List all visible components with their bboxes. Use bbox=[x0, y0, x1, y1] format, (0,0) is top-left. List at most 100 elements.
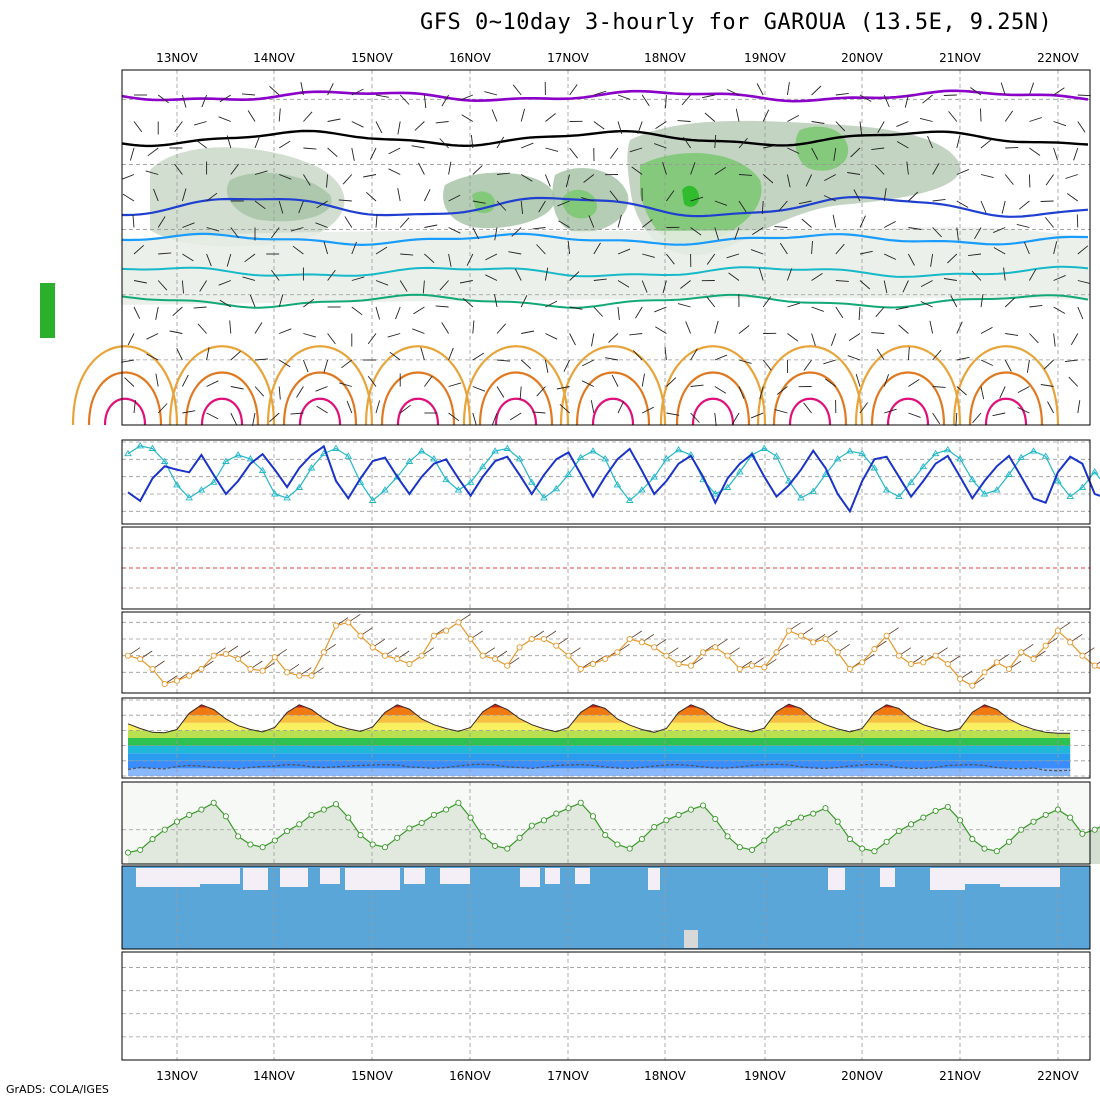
rh2m-point bbox=[161, 826, 168, 833]
wind-speed-point bbox=[797, 632, 805, 639]
wind-barb bbox=[351, 88, 364, 96]
wind-barb bbox=[157, 280, 168, 291]
panel-frame bbox=[121, 951, 1091, 1061]
rh2m-point bbox=[1079, 830, 1086, 837]
boundary-layer-contour bbox=[71, 345, 179, 426]
wind-speed-point bbox=[736, 665, 743, 673]
wind-barb bbox=[731, 412, 740, 425]
wind-barb bbox=[956, 356, 970, 361]
wind-barb bbox=[219, 94, 232, 103]
rh2m-point bbox=[137, 846, 144, 853]
wind-barb bbox=[127, 333, 135, 346]
wind-barb bbox=[569, 271, 580, 281]
boundary-layer-contour bbox=[380, 371, 456, 426]
thickness-point bbox=[797, 494, 805, 501]
wind-barb bbox=[133, 121, 143, 133]
wind-barb bbox=[448, 194, 461, 202]
wind-barb bbox=[950, 295, 958, 308]
wind-barb bbox=[448, 253, 452, 267]
wind-barb bbox=[157, 403, 168, 414]
wind-speed-point bbox=[944, 660, 951, 668]
cloud-clear-patch bbox=[200, 868, 240, 884]
thickness-point bbox=[148, 444, 157, 451]
temp-color-band bbox=[128, 715, 1071, 723]
wind-barb bbox=[344, 216, 353, 228]
wind-barb bbox=[146, 353, 159, 361]
wind-barb bbox=[124, 377, 135, 387]
wind-barb bbox=[369, 147, 377, 160]
wind-barb bbox=[269, 412, 280, 423]
wind-barb bbox=[593, 90, 607, 96]
boundary-layer-contour bbox=[282, 371, 358, 426]
thickness-point bbox=[1066, 492, 1074, 500]
boundary-layer-contour bbox=[184, 371, 260, 426]
thickness-point bbox=[185, 494, 193, 501]
wind-barb bbox=[435, 121, 449, 124]
rh-shading-area bbox=[562, 189, 598, 219]
thickness-point bbox=[956, 455, 964, 462]
thickness-point bbox=[895, 492, 903, 500]
wind-barb bbox=[859, 94, 872, 102]
boundary-layer-contour bbox=[462, 345, 570, 426]
wind-barb bbox=[387, 333, 401, 338]
wind-barb bbox=[629, 333, 643, 336]
wind-speed-point bbox=[137, 655, 144, 663]
wind-barb bbox=[593, 242, 601, 255]
wind-barb bbox=[556, 386, 570, 390]
thickness-point bbox=[417, 447, 426, 454]
wind-barb bbox=[249, 294, 256, 308]
wind-barb bbox=[278, 140, 291, 149]
wind-barb bbox=[1066, 193, 1079, 202]
wind-barb bbox=[206, 380, 219, 387]
run-total-box bbox=[978, 953, 1088, 969]
wind-speed-point bbox=[271, 654, 278, 661]
wind-barb bbox=[491, 109, 498, 122]
wind-barb bbox=[871, 147, 885, 151]
thickness-point bbox=[258, 466, 267, 474]
wind-barb bbox=[484, 91, 498, 96]
wind-barb bbox=[786, 174, 791, 188]
rh2m-point bbox=[687, 806, 694, 813]
temp-color-band bbox=[128, 768, 1071, 776]
wind-barb bbox=[1026, 359, 1030, 373]
thickness-point bbox=[882, 486, 891, 493]
wind-barb bbox=[727, 89, 740, 96]
wind-barb bbox=[907, 346, 910, 361]
boundary-layer-contour bbox=[675, 371, 751, 426]
wind-speed-point bbox=[1005, 665, 1013, 673]
rh2m-point bbox=[222, 813, 229, 820]
wind-barb bbox=[631, 166, 643, 175]
wind-speed-point bbox=[553, 642, 560, 649]
wind-barb bbox=[1000, 82, 1006, 96]
thickness-point bbox=[809, 487, 817, 494]
wind-barb bbox=[230, 227, 239, 239]
thickness-point bbox=[515, 455, 524, 462]
temp-color-band bbox=[128, 730, 1071, 738]
wind-speed-point bbox=[846, 665, 853, 673]
wind-speed-point bbox=[687, 662, 694, 669]
wind-barb bbox=[970, 87, 982, 96]
wind-barb bbox=[929, 320, 934, 334]
wind-barb bbox=[271, 227, 280, 239]
wind-speed-point bbox=[981, 669, 988, 676]
rh2m-point bbox=[516, 834, 523, 841]
wind-barb bbox=[327, 269, 336, 281]
wind-barb bbox=[847, 355, 861, 361]
wind-barb bbox=[1019, 200, 1030, 210]
wind-barb bbox=[714, 167, 726, 175]
wind-barb bbox=[316, 200, 328, 209]
wind-speed-point bbox=[589, 660, 597, 668]
wind-barb bbox=[908, 379, 920, 387]
wind-barb bbox=[738, 325, 750, 334]
rh2m-point bbox=[210, 799, 217, 806]
wind-barb bbox=[181, 94, 187, 108]
wind-speed-point bbox=[748, 662, 756, 669]
wind-barb bbox=[367, 333, 377, 345]
wind-barb bbox=[485, 274, 498, 281]
wind-barb bbox=[629, 147, 643, 153]
wind-barb bbox=[641, 94, 650, 107]
wind-barb bbox=[218, 280, 231, 286]
wind-barb bbox=[182, 222, 195, 228]
rh-shading-area bbox=[682, 185, 700, 207]
wind-barb bbox=[252, 412, 256, 426]
